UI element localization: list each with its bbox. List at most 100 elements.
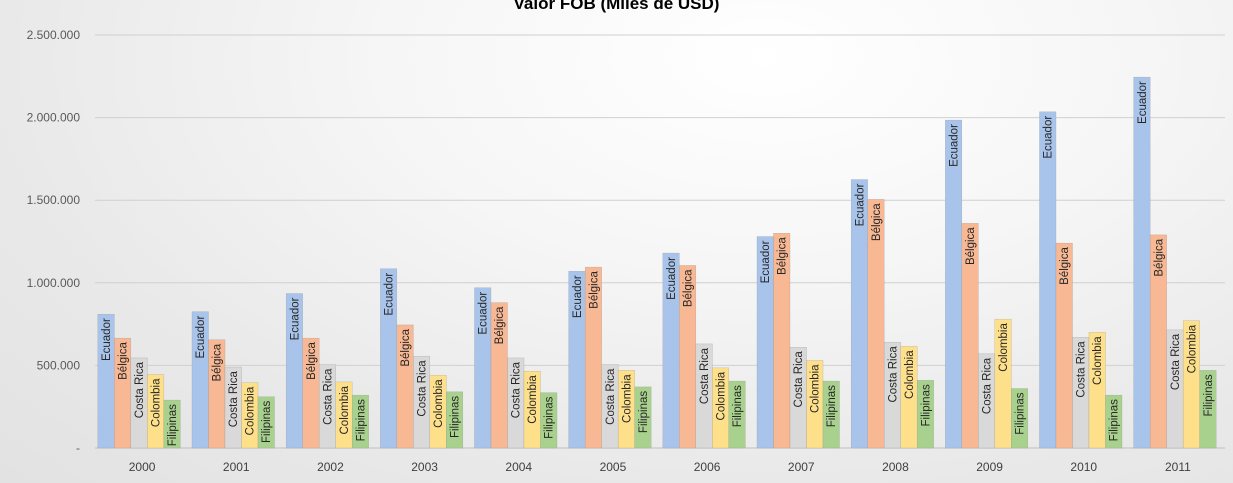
- bar: [1133, 76, 1151, 449]
- x-tick-label: 2007: [788, 460, 815, 474]
- data-label: Bélgica: [1153, 238, 1165, 276]
- data-label: Costa Rica: [228, 370, 240, 427]
- data-label: Bélgica: [212, 343, 224, 381]
- bar: [728, 380, 746, 449]
- data-label: Bélgica: [306, 342, 318, 380]
- data-label: Costa Rica: [605, 368, 617, 425]
- data-label: Filipinas: [544, 396, 556, 438]
- bar: [1088, 332, 1106, 449]
- bar: [163, 399, 181, 449]
- bar: [961, 223, 979, 449]
- y-tick-label: 2.000.000: [27, 111, 81, 125]
- data-label: Costa Rica: [1170, 333, 1182, 390]
- data-label: Ecuador: [384, 273, 396, 316]
- data-label: Costa Rica: [134, 361, 146, 418]
- data-label: Colombia: [1092, 336, 1104, 385]
- data-label: Bélgica: [118, 342, 130, 380]
- x-tick-label: 2000: [129, 460, 156, 474]
- data-label: Colombia: [621, 374, 633, 423]
- y-tick-label: -: [76, 441, 80, 455]
- bar: [916, 380, 934, 449]
- chart-title: Valor FOB (Miles de USD): [513, 0, 720, 13]
- data-label: Costa Rica: [887, 346, 899, 403]
- data-label: Colombia: [904, 350, 916, 399]
- bar: [1039, 111, 1057, 449]
- bar: [634, 386, 652, 449]
- data-label: Colombia: [810, 364, 822, 413]
- data-label: Ecuador: [195, 316, 207, 359]
- x-tick-label: 2004: [505, 460, 532, 474]
- data-label: Ecuador: [289, 297, 301, 340]
- data-label: Bélgica: [588, 271, 600, 309]
- y-tick-label: 2.500.000: [27, 28, 81, 42]
- bar: [584, 266, 602, 449]
- bar: [1011, 388, 1029, 449]
- data-label: Ecuador: [101, 318, 113, 361]
- data-label: Ecuador: [1137, 81, 1149, 124]
- data-label: Ecuador: [478, 292, 490, 335]
- data-label: Bélgica: [400, 328, 412, 366]
- bar: [773, 233, 791, 449]
- x-tick-label: 2005: [600, 460, 627, 474]
- data-label: Filipinas: [450, 396, 462, 438]
- y-tick-label: 500.000: [37, 358, 81, 372]
- data-label: Costa Rica: [417, 360, 429, 417]
- data-label: Filipinas: [1203, 374, 1215, 416]
- bar: [945, 119, 963, 449]
- data-label: Filipinas: [261, 401, 273, 443]
- data-label: Filipinas: [1109, 399, 1121, 441]
- data-label: Colombia: [1186, 324, 1198, 373]
- data-label: Bélgica: [871, 203, 883, 241]
- data-label: Costa Rica: [1076, 341, 1088, 398]
- data-label: Colombia: [527, 375, 539, 424]
- bar: [1199, 370, 1217, 449]
- data-label: Ecuador: [760, 240, 772, 283]
- x-tick-label: 2003: [411, 460, 438, 474]
- data-label: Costa Rica: [982, 357, 994, 414]
- data-label: Costa Rica: [322, 368, 334, 425]
- data-label: Bélgica: [494, 306, 506, 344]
- data-label: Filipinas: [826, 385, 838, 427]
- data-label: Colombia: [716, 371, 728, 420]
- x-tick-label: 2008: [882, 460, 909, 474]
- bar: [867, 199, 885, 449]
- data-label: Colombia: [151, 378, 163, 427]
- data-label: Filipinas: [638, 391, 650, 433]
- bar: [994, 318, 1012, 449]
- data-label: Colombia: [998, 323, 1010, 372]
- data-label: Filipinas: [355, 399, 367, 441]
- bar: [446, 391, 464, 449]
- data-label: Ecuador: [949, 124, 961, 167]
- bar: [822, 380, 840, 449]
- x-tick-label: 2001: [223, 460, 250, 474]
- data-label: Bélgica: [683, 269, 695, 307]
- data-label: Ecuador: [854, 183, 866, 226]
- y-tick-label: 1.000.000: [27, 276, 81, 290]
- data-label: Colombia: [339, 385, 351, 434]
- data-label: Ecuador: [572, 275, 584, 318]
- bar: [257, 396, 275, 449]
- data-label: Filipinas: [1015, 392, 1027, 434]
- x-tick-label: 2006: [694, 460, 721, 474]
- data-label: Costa Rica: [511, 361, 523, 418]
- data-label: Bélgica: [1059, 247, 1071, 285]
- data-label: Bélgica: [965, 227, 977, 265]
- y-tick-label: 1.500.000: [27, 193, 81, 207]
- x-tick-label: 2010: [1070, 460, 1097, 474]
- bar: [1105, 394, 1123, 449]
- data-label: Filipinas: [167, 404, 179, 446]
- data-label: Colombia: [245, 386, 257, 435]
- bar: [540, 392, 558, 449]
- data-label: Ecuador: [1043, 116, 1055, 159]
- data-label: Bélgica: [777, 237, 789, 275]
- data-label: Ecuador: [666, 257, 678, 300]
- data-label: Colombia: [433, 379, 445, 428]
- bar: [351, 394, 369, 449]
- x-tick-label: 2009: [976, 460, 1003, 474]
- data-label: Filipinas: [920, 384, 932, 426]
- data-label: Costa Rica: [793, 351, 805, 408]
- x-tick-label: 2011: [1165, 460, 1191, 474]
- data-label: Costa Rica: [699, 347, 711, 404]
